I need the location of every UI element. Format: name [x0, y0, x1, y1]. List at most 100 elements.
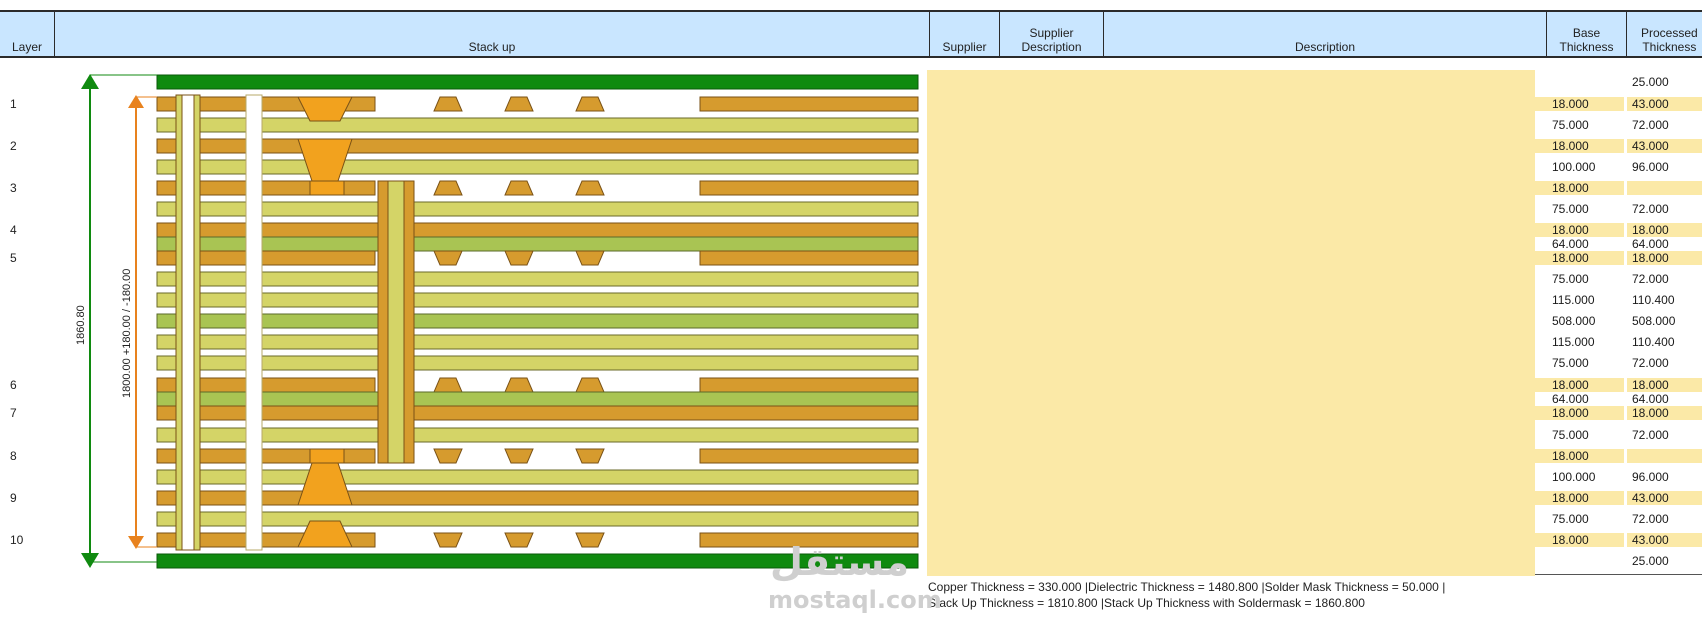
watermark-logo: مستقل	[770, 540, 909, 584]
base-thickness-cell: 75.000	[1552, 272, 1589, 286]
thickness-row-highlight	[1535, 378, 1702, 392]
layer-number-6: 6	[10, 378, 17, 392]
processed-thickness-cell: 25.000	[1632, 554, 1669, 568]
stack-layer-23	[156, 511, 919, 527]
microvia-top-cap	[309, 180, 345, 196]
layer-number-7: 7	[10, 406, 17, 420]
trace-pad-20-1	[433, 448, 463, 464]
thickness-row-gap	[1624, 97, 1627, 111]
summary-line-1: Copper Thickness = 330.000 |Dielectric T…	[928, 580, 1446, 594]
table-header	[0, 10, 1702, 58]
microvia-top-2	[297, 138, 353, 182]
trace-pad-2-1	[433, 96, 463, 112]
processed-thickness-cell: 72.000	[1632, 118, 1669, 132]
trace-pad-10-1	[433, 250, 463, 266]
thickness-row-highlight	[1535, 533, 1702, 547]
processed-thickness-cell: 18.000	[1632, 406, 1669, 420]
processed-thickness-cell: 43.000	[1632, 139, 1669, 153]
header-layer: Layer	[11, 40, 43, 54]
base-thickness-cell: 18.000	[1552, 378, 1589, 392]
thickness-row-gap	[1624, 533, 1627, 547]
thickness-row-highlight	[1535, 97, 1702, 111]
through-via-2-hole	[245, 94, 263, 551]
trace-pad-24-3	[575, 532, 605, 548]
base-thickness-cell: 75.000	[1552, 428, 1589, 442]
trace-pad-24-1	[433, 532, 463, 548]
base-thickness-cell: 508.000	[1552, 314, 1596, 328]
processed-thickness-cell: 43.000	[1632, 97, 1669, 111]
table-bottom-border	[1535, 574, 1702, 575]
processed-thickness-cell: 64.000	[1632, 237, 1669, 251]
stack-layer-1	[156, 74, 919, 90]
header-stackup: Stack up	[54, 10, 929, 58]
processed-thickness-cell: 18.000	[1632, 378, 1669, 392]
thickness-row-highlight	[1535, 181, 1702, 195]
stack-layer-13	[156, 313, 919, 329]
stack-layer-22	[156, 490, 919, 506]
through-via-1-hole	[181, 94, 195, 551]
header-base-thickness: Base Thickness	[1546, 10, 1626, 58]
stack-layer-9	[156, 236, 919, 252]
watermark-text: mostaql.com	[768, 586, 942, 614]
stack-layer-3	[156, 117, 919, 133]
summary-line-2: Stack Up Thickness = 1810.800 |Stack Up …	[928, 596, 1365, 610]
thickness-row-highlight	[1535, 139, 1702, 153]
header-supplier-description: Supplier Description	[999, 10, 1103, 58]
header-supplier: Supplier	[929, 10, 999, 58]
thickness-row-gap	[1624, 181, 1627, 195]
thickness-row-gap	[1624, 139, 1627, 153]
processed-thickness-cell: 72.000	[1632, 512, 1669, 526]
thickness-row-gap	[1624, 491, 1627, 505]
thickness-row-highlight	[1535, 251, 1702, 265]
trace-pad-20-3	[575, 448, 605, 464]
base-thickness-cell: 75.000	[1552, 202, 1589, 216]
description-panel	[927, 70, 1535, 576]
processed-thickness-cell: 18.000	[1632, 251, 1669, 265]
trace-pad-6-3	[575, 180, 605, 196]
processed-thickness-cell: 25.000	[1632, 75, 1669, 89]
base-thickness-cell: 18.000	[1552, 449, 1589, 463]
stack-layer-16-pad	[699, 377, 919, 393]
stack-layer-5	[156, 159, 919, 175]
layer-number-4: 4	[10, 223, 17, 237]
thickness-row-gap	[1624, 378, 1627, 392]
layer-number-5: 5	[10, 251, 17, 265]
microvia-bottom-1	[297, 462, 353, 506]
processed-thickness-cell: 72.000	[1632, 272, 1669, 286]
base-thickness-cell: 64.000	[1552, 237, 1589, 251]
layer-number-2: 2	[10, 139, 17, 153]
base-thickness-cell: 115.000	[1552, 335, 1595, 349]
processed-thickness-cell: 72.000	[1632, 202, 1669, 216]
base-thickness-cell: 18.000	[1552, 251, 1589, 265]
stack-layer-4	[156, 138, 919, 154]
processed-thickness-cell: 110.400	[1632, 335, 1675, 349]
base-thickness-cell: 115.000	[1552, 293, 1595, 307]
overall-thickness-label: 1860.80	[75, 305, 87, 345]
overall-dimension-arrow-bottom	[81, 553, 99, 568]
base-thickness-cell: 64.000	[1552, 392, 1589, 406]
buried-via-core	[387, 180, 405, 464]
trace-pad-16-1	[433, 377, 463, 393]
processed-thickness-cell: 72.000	[1632, 428, 1669, 442]
trace-pad-16-3	[575, 377, 605, 393]
stackup-diagram: 1860.80 1800.00 +180.00 / -180.00	[75, 74, 919, 569]
layer-number-1: 1	[10, 97, 17, 111]
stack-layer-15	[156, 355, 919, 371]
trace-pad-24-2	[504, 532, 534, 548]
base-thickness-cell: 100.000	[1552, 160, 1596, 174]
layer-number-10: 10	[10, 533, 24, 547]
thickness-row-gap	[1624, 251, 1627, 265]
trace-pad-6-2	[504, 180, 534, 196]
stack-layer-20-pad	[699, 448, 919, 464]
base-thickness-cell: 18.000	[1552, 533, 1589, 547]
base-thickness-cell: 18.000	[1552, 406, 1589, 420]
stack-layer-25	[156, 553, 919, 569]
layer-number-3: 3	[10, 181, 17, 195]
stack-layer-8	[156, 222, 919, 238]
stack-layer-7	[156, 201, 919, 217]
stack-layer-19	[156, 427, 919, 443]
trace-pad-10-3	[575, 250, 605, 266]
trace-pad-10-2	[504, 250, 534, 266]
stack-layer-10-pad	[699, 250, 919, 266]
thickness-row-gap	[1624, 223, 1627, 237]
